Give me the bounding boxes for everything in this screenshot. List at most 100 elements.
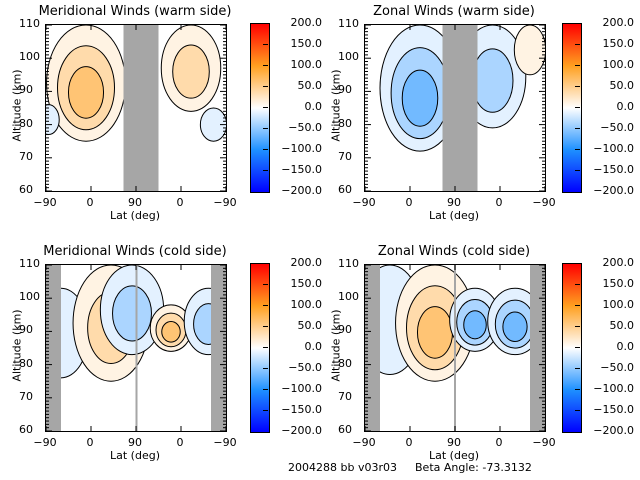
contour-level-positive-3 [416, 306, 454, 359]
contour-level-positive-1 [513, 25, 545, 76]
colorbar-tick-label: −100.0 [593, 142, 634, 155]
colorbar-tick-mark [575, 170, 580, 171]
colorbar-tick-label: 100.0 [290, 58, 323, 71]
contour-level-negative-1 [199, 107, 226, 142]
y-tick-label: 60 [19, 423, 33, 436]
contour-svg [365, 25, 545, 191]
no-data-band [454, 265, 456, 431]
colorbar-tick-label: −200.0 [593, 424, 634, 437]
y-axis-label: Altitude (km) [10, 309, 24, 382]
x-tick-label: 0 [86, 196, 94, 209]
x-tick-label: 0 [495, 436, 503, 449]
x-tick-label: 90 [447, 436, 461, 449]
x-axis-label: Lat (deg) [110, 449, 160, 462]
colorbar-tick-mark [575, 410, 580, 411]
contour-level-positive-3 [161, 320, 181, 343]
colorbar-tick-mark [263, 389, 268, 390]
x-tick-label: −90 [33, 436, 57, 449]
colorbar-tick-mark [575, 389, 580, 390]
x-tick-label: −90 [33, 196, 57, 209]
chart-title: Meridional Winds (warm side) [38, 4, 232, 19]
x-tick-label: −90 [352, 436, 376, 449]
y-tick-label: 100 [19, 290, 40, 304]
no-data-band [442, 25, 478, 191]
x-tick-label: −90 [532, 196, 556, 209]
colorbar-tick-mark [263, 149, 268, 150]
colorbar-tick-mark [575, 149, 580, 150]
contour-level-negative-3 [502, 311, 528, 343]
colorbar-tick-label: −150.0 [281, 403, 322, 416]
colorbar-tick-mark [263, 65, 268, 66]
x-tick-label: −90 [213, 196, 237, 209]
y-tick-label: 60 [19, 183, 33, 196]
colorbar-tick-label: 150.0 [602, 277, 635, 290]
y-tick-label: 90 [338, 83, 352, 97]
colorbar-tick-mark [263, 347, 268, 348]
contour-plot-area [364, 24, 546, 192]
colorbar-tick-label: −50.0 [600, 121, 634, 134]
colorbar-tick-label: −200.0 [281, 424, 322, 437]
colorbar [562, 23, 582, 193]
colorbar-tick-mark [575, 65, 580, 66]
y-tick-label: 70 [19, 389, 33, 403]
colorbar-tick-label: −150.0 [593, 403, 634, 416]
colorbar-tick-mark [575, 86, 580, 87]
x-tick-label: 0 [86, 436, 94, 449]
contour-svg [46, 265, 226, 431]
x-tick-label: −90 [352, 196, 376, 209]
y-tick-label: 80 [19, 356, 33, 370]
colorbar-tick-mark [263, 128, 268, 129]
colorbar-tick-label: −200.0 [281, 184, 322, 197]
y-tick-label: 110 [19, 17, 40, 30]
x-tick-label: 0 [495, 196, 503, 209]
y-tick-label: 90 [19, 323, 33, 337]
contour-plot-area [45, 24, 227, 192]
colorbar-tick-label: 50.0 [297, 79, 323, 92]
chart-title: Zonal Winds (cold side) [377, 244, 531, 259]
colorbar [250, 23, 270, 193]
colorbar-tick-mark [263, 44, 268, 45]
colorbar-tick-mark [263, 326, 268, 327]
colorbar-tick-mark [263, 284, 268, 285]
colorbar-tick-label: 150.0 [290, 37, 323, 50]
contour-plot-area [364, 264, 546, 432]
colorbar-tick-label: 150.0 [290, 277, 323, 290]
y-tick-label: 70 [338, 389, 352, 403]
colorbar-tick-label: −100.0 [281, 142, 322, 155]
chart-title: Meridional Winds (cold side) [43, 244, 227, 259]
y-tick-label: 110 [338, 17, 359, 30]
colorbar-tick-mark [575, 368, 580, 369]
no-data-band [135, 265, 138, 431]
contour-level-negative-2 [471, 48, 514, 113]
contour-level-negative-3 [401, 69, 439, 127]
colorbar-tick-mark [263, 86, 268, 87]
colorbar-tick-mark [263, 170, 268, 171]
x-tick-label: 0 [405, 436, 413, 449]
contour-level-negative-2 [112, 285, 152, 342]
y-tick-label: 70 [338, 149, 352, 163]
colorbar-tick-mark [575, 128, 580, 129]
y-tick-label: 80 [338, 116, 352, 130]
colorbar-tick-label: 100.0 [602, 298, 635, 311]
y-axis-label: Altitude (km) [329, 69, 343, 142]
colorbar-tick-label: −150.0 [593, 163, 634, 176]
x-tick-label: −90 [532, 436, 556, 449]
x-tick-label: −90 [213, 436, 237, 449]
colorbar-tick-label: −100.0 [593, 382, 634, 395]
no-data-band [123, 25, 159, 191]
colorbar-tick-label: −200.0 [593, 184, 634, 197]
colorbar-tick-label: −50.0 [288, 121, 322, 134]
x-tick-label: 90 [128, 196, 142, 209]
contour-level-negative-3 [463, 310, 487, 340]
colorbar-tick-mark [575, 44, 580, 45]
y-tick-label: 110 [19, 257, 40, 270]
colorbar-tick-label: −100.0 [281, 382, 322, 395]
colorbar-tick-label: 50.0 [609, 319, 635, 332]
y-tick-label: 60 [338, 183, 352, 196]
x-axis-label: Lat (deg) [429, 449, 479, 462]
colorbar-tick-label: 0.0 [616, 100, 635, 113]
footer-run-id: 2004288 bb v03r03 [288, 461, 397, 474]
x-tick-label: 90 [447, 196, 461, 209]
colorbar-tick-label: 200.0 [602, 16, 635, 29]
x-tick-label: 0 [176, 196, 184, 209]
